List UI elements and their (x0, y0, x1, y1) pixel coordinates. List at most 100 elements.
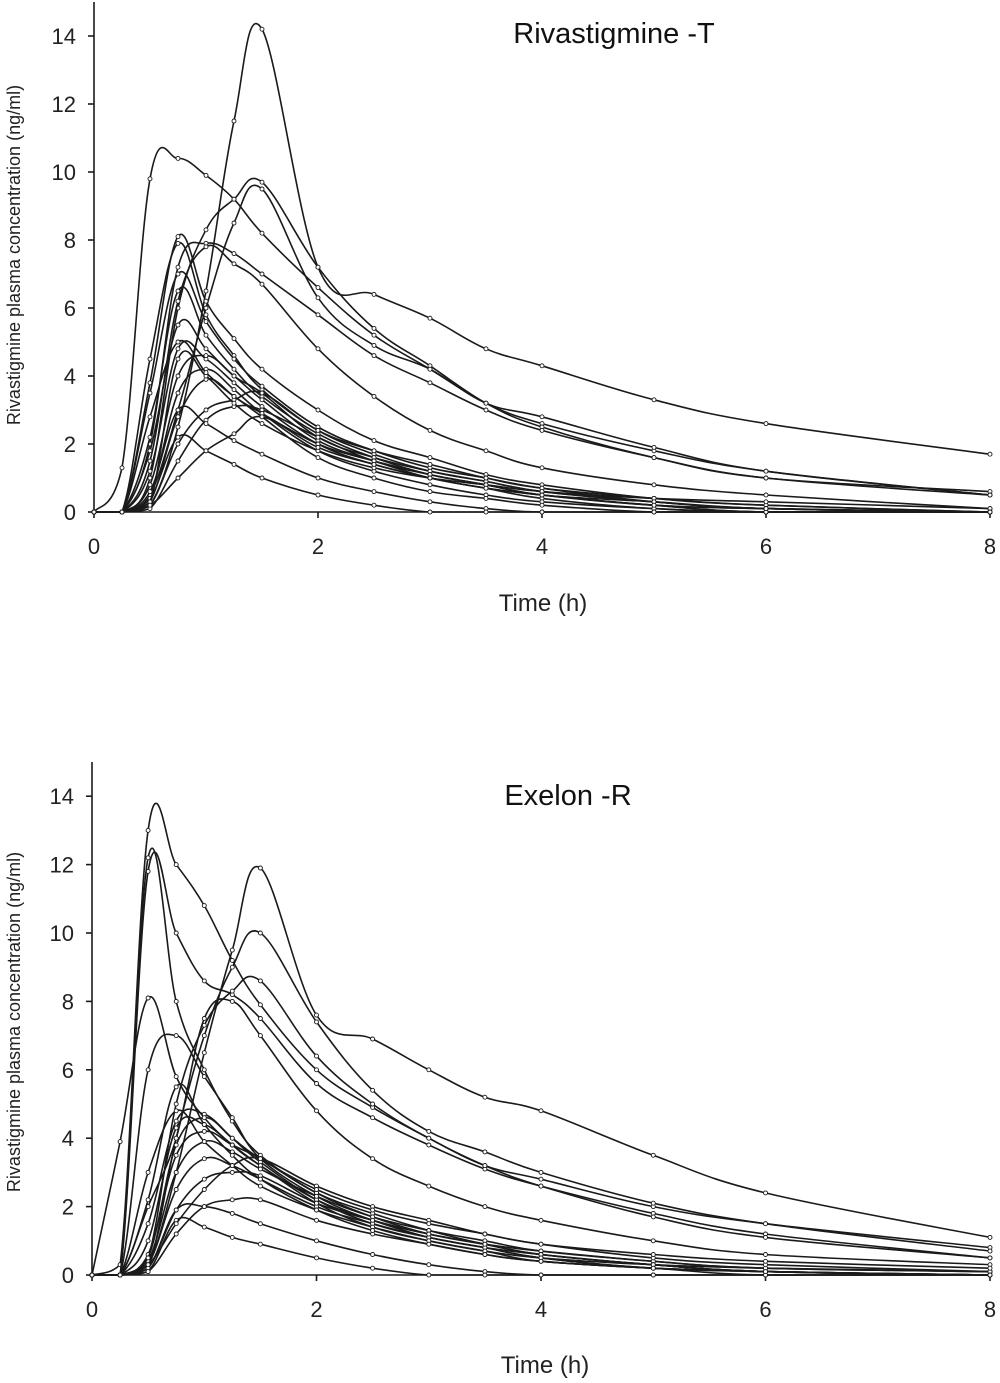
data-point (482, 1204, 488, 1210)
data-point (257, 1166, 263, 1172)
data-point (426, 1135, 432, 1141)
data-point (145, 1262, 151, 1268)
data-point (173, 1207, 179, 1213)
data-point (147, 482, 153, 488)
data-point (257, 1002, 263, 1008)
data-point (763, 499, 769, 505)
data-point (371, 475, 377, 481)
data-point (231, 387, 237, 393)
data-point (314, 1207, 319, 1213)
data-point (370, 1217, 376, 1223)
data-point (483, 400, 489, 406)
data-point (175, 234, 181, 240)
data-point (259, 26, 265, 32)
data-point (229, 1197, 235, 1203)
data-point (370, 1252, 376, 1257)
data-point (539, 492, 545, 498)
data-point (650, 1200, 656, 1206)
data-point (145, 1255, 151, 1261)
data-point (427, 461, 433, 467)
data-point (231, 196, 237, 202)
data-point (203, 288, 209, 294)
data-point (370, 1156, 376, 1162)
y-tick-label: 8 (64, 228, 76, 253)
data-point (763, 1234, 768, 1240)
data-point (370, 1207, 376, 1213)
data-point (231, 118, 237, 124)
data-point (987, 1272, 993, 1278)
data-point (315, 444, 321, 450)
series-line-21 (92, 1083, 991, 1276)
data-point (315, 427, 321, 433)
y-tick-label: 2 (62, 1195, 74, 1220)
data-point (201, 1204, 207, 1210)
data-point (315, 407, 321, 413)
y-tick-label: 12 (50, 853, 74, 878)
data-point (314, 1053, 319, 1059)
data-point (147, 489, 153, 495)
data-point (315, 475, 321, 481)
data-point (145, 1169, 151, 1175)
data-point (482, 1163, 488, 1169)
data-point (147, 468, 153, 474)
data-point (175, 155, 181, 161)
data-point (201, 1074, 207, 1080)
data-point (987, 451, 993, 457)
data-point (426, 1272, 432, 1278)
data-point (315, 346, 321, 352)
data-point (482, 1272, 488, 1278)
series-line-2 (93, 22, 991, 513)
data-point (173, 1108, 179, 1114)
y-tick-label: 2 (64, 432, 76, 457)
data-point (147, 434, 153, 440)
data-point (91, 509, 97, 515)
y-tick-label: 10 (52, 160, 76, 185)
data-point (201, 978, 207, 984)
data-point (763, 475, 769, 481)
data-point (175, 390, 181, 396)
data-point (371, 393, 377, 399)
data-point (427, 366, 433, 372)
data-point (259, 179, 265, 185)
data-point (203, 407, 209, 413)
data-point (173, 1187, 179, 1192)
data-point (257, 1197, 263, 1203)
data-point (173, 1231, 179, 1237)
y-axis-title: Rivastigmine plasma concentration (ng/ml… (4, 852, 24, 1192)
series-line-2 (92, 851, 991, 1276)
data-point (203, 244, 209, 250)
data-point (231, 251, 237, 257)
y-tick-label: 6 (62, 1058, 74, 1083)
data-point (315, 312, 321, 318)
data-point (426, 1142, 432, 1148)
data-point (538, 1169, 544, 1175)
data-point (203, 421, 209, 427)
data-point (231, 366, 237, 372)
series-line-12 (93, 340, 990, 513)
data-point (427, 499, 433, 505)
chart-exelon-r: Exelon -R Time (h) Rivastigmine plasma c… (4, 762, 996, 1379)
chart-title: Exelon -R (504, 780, 631, 812)
data-point (987, 1265, 993, 1271)
series-line-13 (92, 1139, 991, 1276)
series-line-20 (92, 1156, 991, 1276)
series-line-14 (93, 368, 990, 513)
data-point (119, 509, 125, 515)
data-point (201, 1067, 207, 1073)
data-point (370, 1101, 376, 1107)
data-point (763, 1252, 768, 1257)
data-point (257, 1183, 263, 1189)
x-tick-label: 8 (984, 1297, 996, 1322)
series-line-16 (93, 390, 991, 513)
data-point (203, 172, 209, 178)
data-point (314, 1255, 319, 1261)
data-point (259, 281, 265, 287)
data-point (314, 1193, 319, 1199)
data-point (650, 1252, 656, 1257)
data-point (370, 1036, 376, 1042)
data-point (651, 482, 657, 488)
data-point (259, 475, 265, 481)
data-point (257, 865, 263, 871)
data-point (650, 1238, 656, 1244)
data-point (426, 1221, 432, 1227)
